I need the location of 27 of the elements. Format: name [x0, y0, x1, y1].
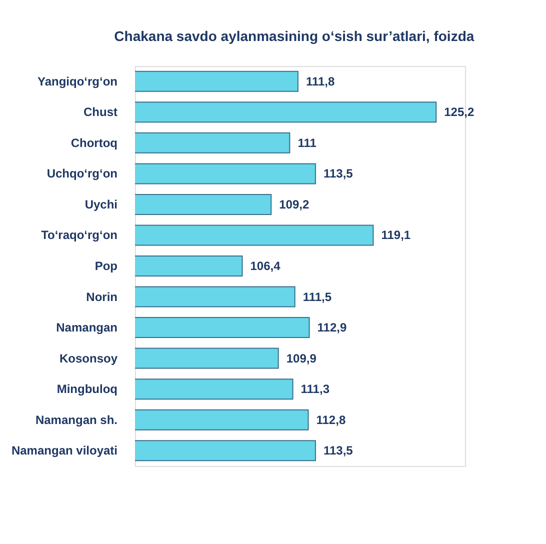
data-label: 106,4 — [250, 259, 281, 273]
data-label: 113,5 — [323, 166, 354, 181]
data-label: 111,5 — [302, 290, 332, 304]
data-label: 109,9 — [286, 351, 317, 366]
data-label: 119,1 — [381, 228, 411, 242]
data-label: 112,8 — [316, 412, 346, 427]
data-label: 125,2 — [444, 105, 474, 120]
data-label: 111 — [298, 136, 317, 150]
y-tick-label: To‘raqo‘rg‘on — [41, 228, 118, 242]
y-tick-label: Namangan sh. — [35, 412, 118, 427]
y-tick-label: Norin — [86, 290, 118, 304]
y-tick-label: Uchqo‘rg‘on — [46, 166, 118, 181]
y-tick-label: Mingbuloq — [56, 382, 118, 396]
chart-title: Chakana savdo aylanmasining o‘sish sur’atlari, foizda — [114, 28, 474, 44]
data-label: 111,8 — [306, 74, 335, 88]
y-tick-label: Pop — [94, 259, 118, 273]
y-tick-label: Namangan — [56, 320, 118, 335]
y-tick-label: Yangiqo‘rg‘on — [38, 74, 118, 88]
data-label: 109,2 — [279, 197, 310, 212]
y-tick-label: Uychi — [84, 197, 118, 212]
data-label: 112,9 — [317, 320, 347, 335]
y-tick-label: Chust — [84, 105, 118, 120]
data-label: 111,3 — [300, 382, 330, 396]
y-tick-label: Namangan viloyati — [11, 444, 118, 458]
y-tick-label: Kosonsoy — [59, 351, 118, 366]
y-tick-label: Chortoq — [70, 136, 118, 150]
data-label: 113,5 — [323, 444, 354, 458]
